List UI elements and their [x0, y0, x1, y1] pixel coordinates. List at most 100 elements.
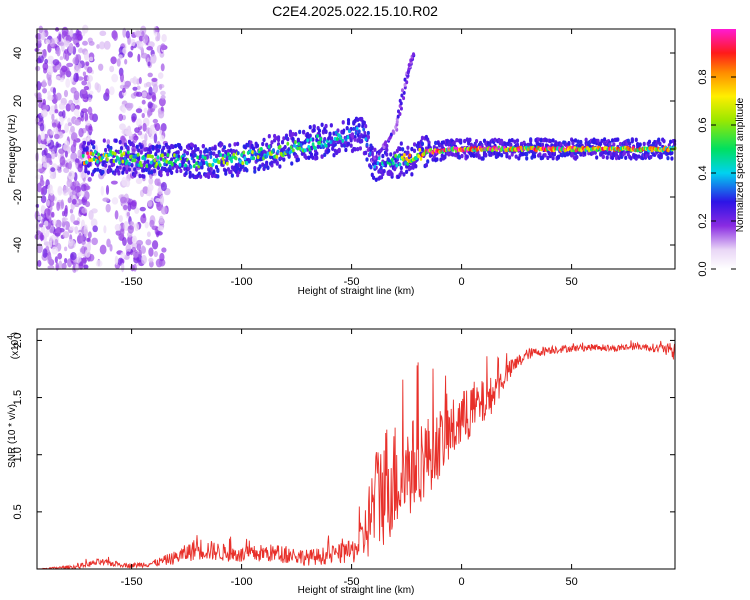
spectrogram-noise-cell — [49, 160, 53, 166]
spectrogram-ridge-cell — [89, 151, 93, 156]
spectrogram-ridge-cell — [202, 161, 206, 166]
spectrogram-noise-cell — [152, 118, 159, 124]
spectrogram-noise-cell — [69, 29, 74, 38]
spectrogram-noise-cell — [130, 38, 136, 47]
spectrogram-noise-cell — [120, 262, 125, 273]
spectrogram-ridge-halo — [86, 170, 91, 175]
spectrogram-noise-cell — [77, 252, 84, 258]
spectrogram-ridge-halo — [610, 138, 615, 143]
spectrogram-noise-cell — [64, 123, 69, 134]
spectrogram-noise-cell — [157, 72, 164, 79]
spectrogram-noise-cell — [83, 51, 89, 61]
spectrogram-noise-cell — [61, 262, 67, 270]
spectrogram-ridge-halo — [630, 137, 634, 142]
spectrogram-ridge-cell — [145, 163, 149, 168]
spectrogram-ridge-halo — [199, 174, 203, 179]
spectrogram-x-tick-label: -50 — [344, 276, 360, 288]
spectrogram-ridge-cell — [146, 154, 150, 159]
spectrogram-ridge-halo — [224, 171, 228, 176]
spectrogram-ridge-halo — [457, 154, 461, 160]
spectrogram-ridge-cell — [155, 161, 159, 166]
spectrogram-noise-cell — [135, 91, 143, 97]
spectrogram-noise-cell — [47, 95, 54, 101]
spectrogram-ridge-cell — [256, 155, 260, 160]
spectrogram-ridge-halo — [459, 138, 463, 143]
svg-text:(x104): (x104) — [6, 332, 21, 359]
spectrogram-ridge-halo — [385, 147, 389, 153]
spectrogram-ridge-cell — [371, 152, 374, 157]
spectrogram-ridge-halo — [647, 139, 652, 145]
spectrogram-noise-cell — [78, 261, 84, 270]
spectrogram-ridge-halo — [258, 164, 262, 169]
spectrogram-ridge-halo — [298, 129, 302, 135]
spectrogram-noise-cell — [139, 41, 144, 48]
spectrogram-noise-cell — [37, 168, 44, 173]
spectrogram-noise-cell — [145, 81, 152, 87]
spectrogram-ridge-cell — [230, 159, 234, 164]
spectrogram-ridge-halo — [216, 168, 220, 174]
spectrogram-ridge-halo — [649, 154, 653, 160]
spectrogram-ridge-halo — [342, 143, 347, 148]
spectrogram-branch-cell — [400, 93, 404, 98]
spectrogram-ridge-halo — [500, 140, 504, 145]
spectrogram-noise-cell — [84, 112, 89, 123]
spectrogram-ridge-halo — [379, 175, 384, 180]
spectrogram-ridge-cell — [91, 152, 95, 157]
spectrogram-noise-cell — [140, 214, 147, 224]
spectrogram-ridge-halo — [455, 137, 459, 143]
spectrogram-ridge-halo — [521, 151, 525, 157]
spectrogram-noise-cell — [135, 177, 143, 185]
spectrogram-noise-cell — [152, 83, 159, 94]
spectrogram-noise-cell — [121, 106, 127, 114]
spectrogram-ridge-halo — [210, 173, 215, 179]
spectrogram-noise-cell — [88, 41, 95, 46]
spectrogram-noise-cell — [62, 231, 70, 239]
spectrogram-ridge-halo — [381, 153, 385, 159]
spectrogram-noise-cell — [88, 90, 94, 95]
spectrogram-noise-cell — [64, 257, 68, 264]
spectrogram-ridge-halo — [193, 147, 197, 153]
spectrogram-ridge-halo — [439, 157, 443, 162]
spectrogram-noise-cell — [118, 215, 123, 223]
spectrogram-ridge-cell — [191, 154, 195, 159]
spectrogram-ridge-cell — [195, 161, 198, 166]
spectrogram-ridge-halo — [420, 135, 425, 141]
spectrogram-noise-cell — [60, 120, 64, 126]
spectrogram-noise-cell — [99, 41, 106, 50]
spectrogram-ridge-halo — [441, 140, 446, 145]
spectrogram-noise-cell — [46, 137, 51, 144]
spectrogram-ridge-cell — [173, 153, 176, 158]
spectrogram-ridge-halo — [109, 145, 113, 151]
snr-x-tick-label: 0 — [459, 576, 465, 588]
spectrogram-ridge-halo — [266, 165, 270, 171]
spectrogram-noise-cell — [81, 80, 88, 86]
spectrogram-ridge-halo — [624, 155, 628, 160]
spectrogram-noise-cell — [111, 73, 119, 83]
spectrogram-ridge-cell — [236, 151, 240, 156]
spectrogram-ridge-halo — [270, 160, 274, 165]
spectrogram-ridge-halo — [234, 169, 238, 174]
spectrogram-ridge-halo — [176, 150, 180, 155]
spectrogram-ridge-cell — [401, 157, 405, 162]
spectrogram-ridge-halo — [654, 143, 658, 149]
spectrogram-noise-cell — [62, 110, 66, 119]
spectrogram-noise-cell — [138, 77, 142, 85]
spectrogram-ridge-cell — [404, 161, 407, 166]
spectrogram-ridge-cell — [394, 153, 397, 158]
colorbar-gradient — [711, 29, 736, 269]
spectrogram-ridge-halo — [551, 156, 555, 161]
spectrogram-noise-cell — [136, 239, 144, 246]
spectrogram-ridge-halo — [513, 139, 517, 144]
spectrogram-ridge-halo — [344, 147, 348, 153]
spectrogram-noise-cell — [57, 252, 63, 260]
spectrogram-noise-cell — [37, 92, 42, 101]
spectrogram-ridge-cell — [136, 152, 140, 157]
spectrogram-ridge-halo — [315, 155, 319, 161]
spectrogram-noise-cell — [105, 88, 110, 97]
spectrogram-ridge-halo — [564, 142, 568, 147]
spectrogram-ridge-halo — [212, 170, 216, 175]
spectrogram-noise-cell — [63, 40, 71, 46]
spectrogram-noise-cell — [61, 45, 65, 51]
spectrogram-ridge-cell — [318, 140, 322, 145]
spectrogram-branch-cell — [384, 140, 388, 145]
